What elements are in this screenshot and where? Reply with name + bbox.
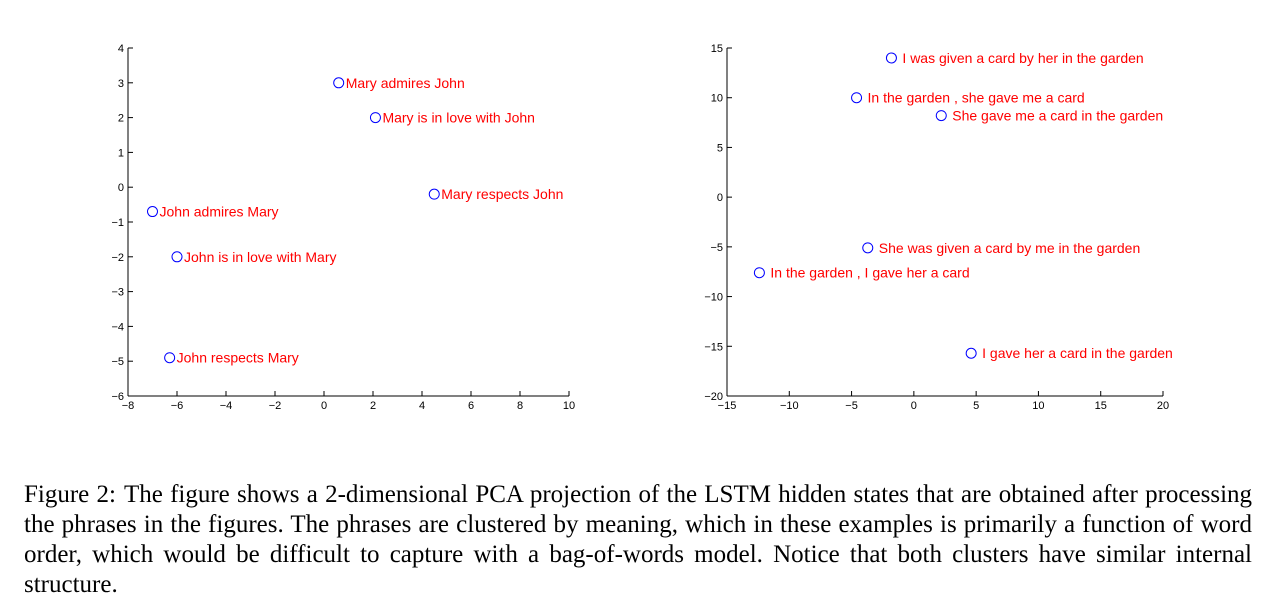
data-point-marker — [885, 52, 897, 64]
data-point-label: Mary respects John — [441, 186, 563, 202]
y-tick-label: −3 — [111, 287, 124, 299]
y-tick-label: 5 — [717, 142, 723, 154]
x-tick-label: 15 — [1095, 400, 1107, 412]
figure-label: Figure 2: — [24, 481, 116, 508]
x-tick-label: 10 — [563, 400, 575, 412]
data-point-marker — [862, 242, 874, 254]
caption-text: The figure shows a 2-dimensional PCA pro… — [24, 481, 1253, 598]
y-tick-label: −20 — [704, 391, 723, 403]
y-tick-label: −4 — [111, 321, 124, 333]
x-tick-label: 5 — [973, 400, 979, 412]
data-point-label: In the garden , she gave me a card — [868, 90, 1085, 106]
y-tick-label: −6 — [111, 391, 124, 403]
y-tick-label: 1 — [118, 147, 124, 159]
y-tick-label: 15 — [711, 43, 723, 55]
y-tick-label: 3 — [118, 78, 124, 90]
x-tick-label: −5 — [845, 400, 858, 412]
data-point-marker — [428, 188, 440, 200]
x-tick-label: −4 — [220, 400, 233, 412]
y-tick-label: 2 — [118, 113, 124, 125]
data-point-label: She gave me a card in the garden — [952, 108, 1163, 124]
x-tick-label: 6 — [468, 400, 474, 412]
x-tick-label: −10 — [780, 400, 799, 412]
x-tick-label: −15 — [718, 400, 737, 412]
data-point-marker — [851, 92, 863, 104]
x-tick-label: 0 — [321, 400, 327, 412]
data-point-label: John respects Mary — [177, 350, 299, 366]
data-point-label: I was given a card by her in the garden — [902, 50, 1143, 66]
y-tick-label: 4 — [118, 43, 124, 55]
y-tick-label: −5 — [710, 242, 723, 254]
y-tick-label: −10 — [704, 292, 723, 304]
data-point-label: Mary is in love with John — [382, 110, 535, 126]
x-tick-label: 8 — [517, 400, 523, 412]
data-point-label: I gave her a card in the garden — [982, 345, 1173, 361]
x-tick-label: −8 — [122, 400, 135, 412]
data-point-marker — [333, 77, 345, 89]
x-tick-label: 10 — [1032, 400, 1044, 412]
data-point-marker — [171, 251, 183, 263]
y-tick-label: 10 — [711, 93, 723, 105]
y-tick-label: −15 — [704, 341, 723, 353]
data-point-label: Mary admires John — [346, 75, 465, 91]
data-point-marker — [147, 206, 158, 218]
data-point-label: John is in love with Mary — [184, 249, 337, 265]
y-tick-label: −5 — [111, 356, 124, 368]
figure-caption: Figure 2: The figure shows a 2-dimensiona… — [24, 480, 1252, 600]
y-tick-label: 0 — [717, 192, 723, 204]
y-tick-label: 0 — [118, 182, 124, 194]
data-point-label: John admires Mary — [160, 204, 279, 220]
data-point-label: In the garden , I gave her a card — [770, 265, 969, 281]
data-point-marker — [369, 112, 381, 124]
data-point-marker — [164, 352, 176, 364]
x-tick-label: 0 — [911, 400, 917, 412]
data-point-marker — [965, 347, 977, 359]
data-point-label: She was given a card by me in the garden — [879, 240, 1140, 256]
data-point-marker — [935, 110, 947, 122]
data-point-marker — [753, 267, 765, 279]
x-tick-label: 4 — [419, 400, 425, 412]
x-tick-label: 2 — [370, 400, 376, 412]
x-tick-label: 20 — [1157, 400, 1169, 412]
y-tick-label: −1 — [111, 217, 124, 229]
y-tick-label: −2 — [111, 252, 124, 264]
x-tick-label: −2 — [269, 400, 282, 412]
x-tick-label: −6 — [171, 400, 184, 412]
